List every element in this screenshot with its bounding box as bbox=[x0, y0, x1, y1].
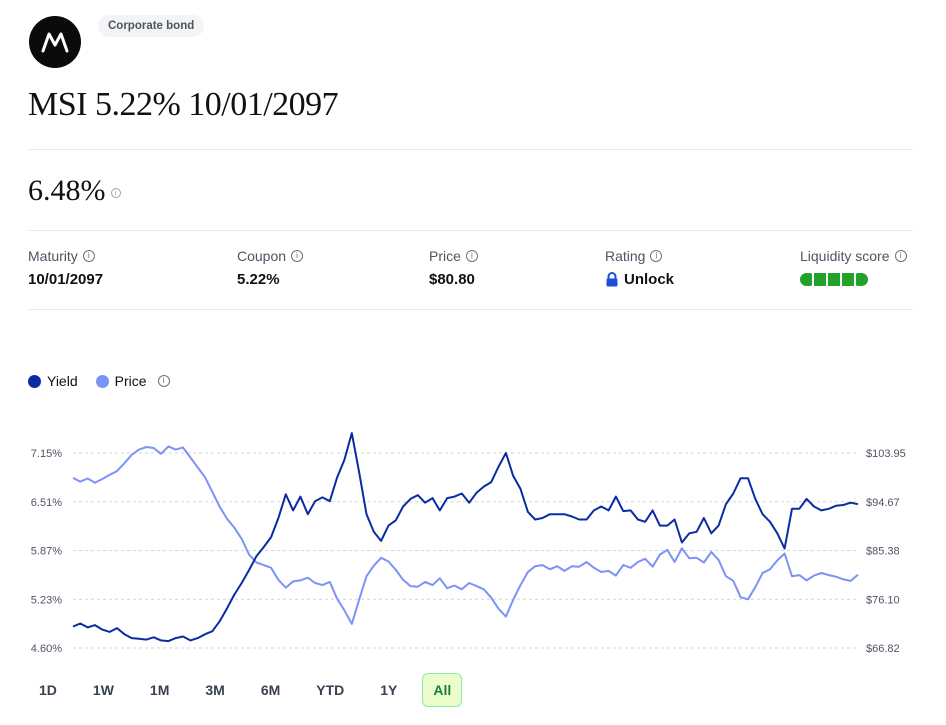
liquidity-segment bbox=[800, 273, 812, 286]
legend-item-price[interactable]: Price i bbox=[95, 373, 170, 389]
range-all[interactable]: All bbox=[422, 673, 463, 707]
range-6m[interactable]: 6M bbox=[260, 682, 281, 698]
yield-info-icon[interactable]: i bbox=[110, 188, 121, 199]
rating-label: Rating bbox=[605, 248, 646, 264]
range-1d[interactable]: 1D bbox=[39, 682, 57, 698]
liquidity-segment bbox=[828, 273, 840, 286]
y-left-tick-label: 5.87% bbox=[31, 546, 62, 558]
liquidity-segment bbox=[842, 273, 854, 286]
series-line-price bbox=[72, 445, 859, 625]
coupon-value: 5.22% bbox=[237, 271, 280, 288]
liquidity-segment bbox=[814, 273, 826, 286]
y-right-tick-label: $76.10 bbox=[866, 594, 900, 606]
stat-liquidity: Liquidity score i bbox=[800, 248, 907, 286]
yield-divider bbox=[28, 230, 913, 231]
legend-yield-label: Yield bbox=[47, 373, 78, 389]
yield-price-chart: 7.15% $103.95 6.51% $94.67 5.87% $85.38 5.23% $… bbox=[31, 432, 906, 655]
price-dot-icon bbox=[95, 374, 109, 388]
liquidity-score-bar bbox=[800, 273, 907, 286]
liquidity-segment bbox=[856, 273, 868, 286]
y-right-tick-label: $66.82 bbox=[866, 643, 900, 655]
maturity-info-icon[interactable]: i bbox=[82, 250, 95, 262]
header-divider bbox=[28, 149, 913, 150]
legend-item-yield[interactable]: Yield bbox=[28, 373, 78, 389]
rating-info-icon[interactable]: i bbox=[650, 250, 663, 262]
y-left-tick-label: 5.23% bbox=[31, 594, 62, 606]
price-value: $80.80 bbox=[429, 271, 475, 288]
chart-legend: Yield Price i bbox=[28, 373, 170, 389]
range-1w[interactable]: 1W bbox=[92, 682, 114, 698]
maturity-label: Maturity bbox=[28, 248, 78, 264]
y-left-tick-label: 6.51% bbox=[31, 497, 62, 509]
y-left-tick-label: 7.15% bbox=[31, 448, 62, 460]
liquidity-label: Liquidity score bbox=[800, 248, 890, 264]
bond-type-badge: Corporate bond bbox=[98, 15, 205, 37]
range-1y[interactable]: 1Y bbox=[380, 682, 398, 698]
range-3m[interactable]: 3M bbox=[205, 682, 225, 698]
price-info-icon[interactable]: i bbox=[465, 250, 478, 262]
coupon-info-icon[interactable]: i bbox=[291, 250, 304, 262]
range-selector: 1D 1W 1M 3M 6M YTD 1Y All bbox=[28, 673, 476, 707]
maturity-value: 10/01/2097 bbox=[28, 271, 104, 288]
price-label: Price bbox=[429, 248, 461, 264]
unlock-label: Unlock bbox=[624, 271, 675, 288]
y-left-tick-label: 4.60% bbox=[31, 643, 62, 655]
coupon-label: Coupon bbox=[237, 248, 287, 264]
series-line-yield bbox=[72, 432, 859, 643]
stat-coupon: Coupon i 5.22% bbox=[237, 248, 304, 288]
legend-price-label: Price bbox=[114, 373, 147, 389]
stat-rating: Rating i Unlock bbox=[605, 248, 674, 288]
range-1m[interactable]: 1M bbox=[149, 682, 170, 698]
motorola-logo-icon bbox=[41, 32, 69, 53]
stat-price: Price i $80.80 bbox=[429, 248, 478, 288]
liquidity-info-icon[interactable]: i bbox=[894, 250, 907, 262]
yield-dot-icon bbox=[28, 374, 41, 388]
y-right-tick-label: $94.67 bbox=[866, 497, 900, 509]
y-right-tick-label: $85.38 bbox=[866, 546, 900, 558]
yield-value: 6.48% bbox=[28, 174, 106, 207]
stat-maturity: Maturity i 10/01/2097 bbox=[28, 248, 103, 288]
lock-icon bbox=[606, 272, 618, 287]
stats-divider bbox=[28, 309, 913, 310]
page-title: MSI 5.22% 10/01/2097 bbox=[28, 86, 339, 123]
rating-unlock-link[interactable]: Unlock bbox=[605, 271, 674, 288]
range-ytd[interactable]: YTD bbox=[316, 682, 345, 698]
yield-display: 6.48% i bbox=[28, 174, 121, 208]
company-logo bbox=[29, 16, 81, 68]
price-legend-info-icon[interactable]: i bbox=[157, 375, 170, 387]
y-right-tick-label: $103.95 bbox=[866, 448, 906, 460]
